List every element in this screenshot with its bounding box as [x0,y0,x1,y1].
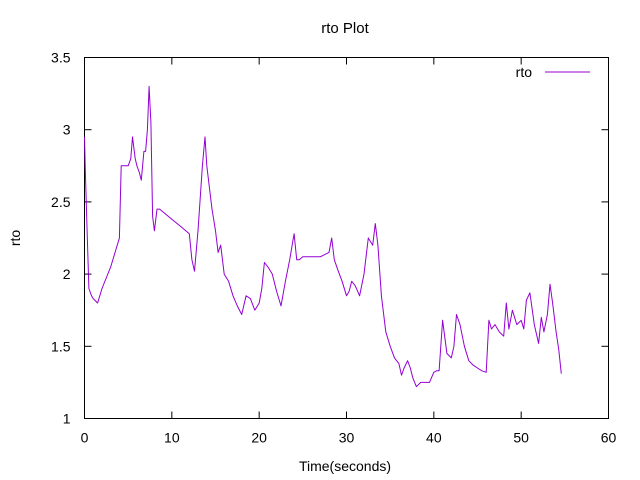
x-tick-label: 0 [81,430,89,446]
y-tick-label: 3.5 [51,50,71,66]
y-tick-label: 1 [63,411,71,427]
series-line-rto [84,85,562,388]
x-tick-label: 30 [339,430,355,446]
x-tick-label: 50 [513,430,529,446]
axis-ticks: 0 10 20 30 40 50 60 1 1.5 2 2.5 3 3.5 [51,50,616,446]
plot-frame [84,57,609,419]
legend: rto [516,64,590,80]
y-tick-label: 2.5 [51,194,71,210]
y-tick-label: 2 [63,266,71,282]
y-tick-label: 3 [63,122,71,138]
series-lines [84,85,562,388]
x-axis-label: Time(seconds) [299,458,391,474]
x-tick-label: 10 [164,430,180,446]
x-tick-label: 20 [251,430,267,446]
x-tick-label: 60 [601,430,617,446]
chart-title: rto Plot [321,20,369,37]
legend-label-rto: rto [516,64,533,80]
x-tick-label: 40 [426,430,442,446]
y-axis-label: rto [7,230,23,247]
y-tick-label: 1.5 [51,338,71,354]
